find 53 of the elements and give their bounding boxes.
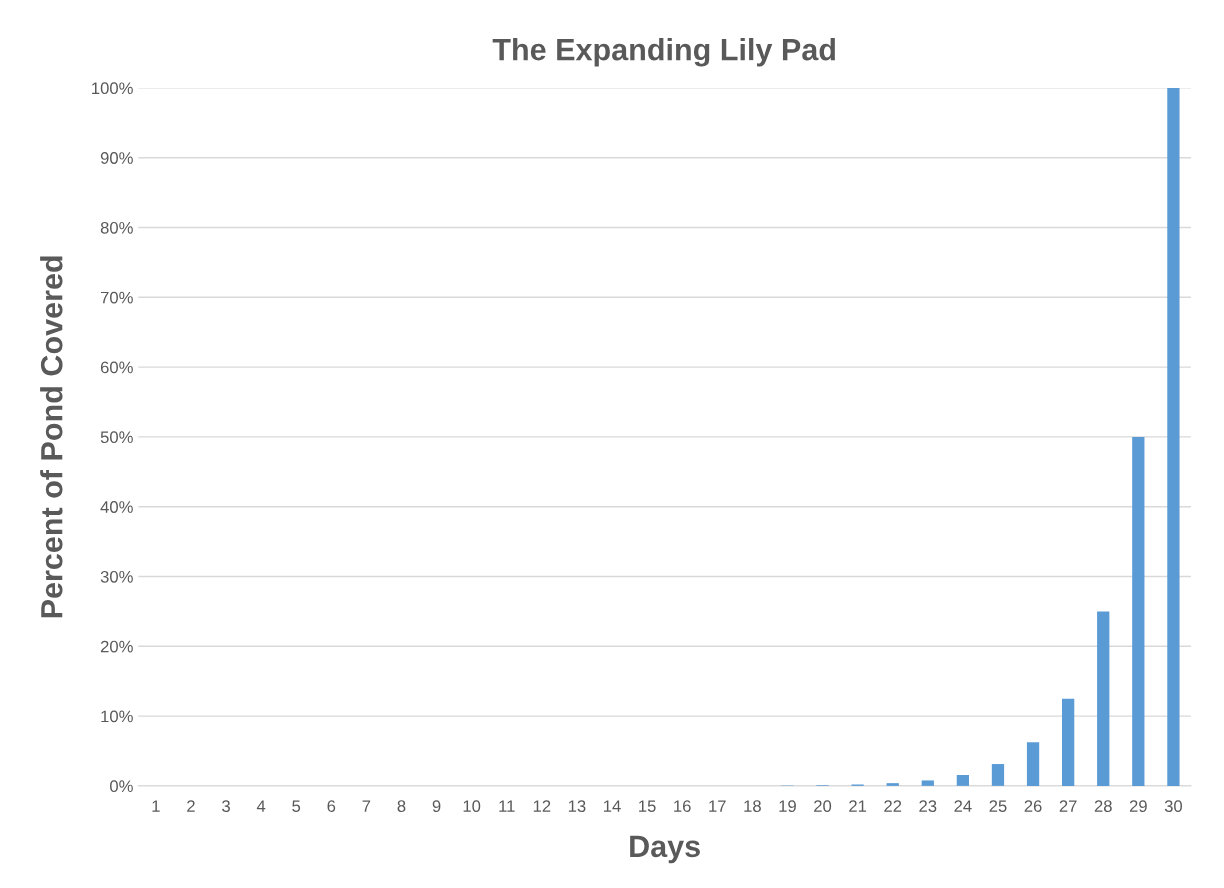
bar <box>956 774 970 786</box>
x-tick-label: 6 <box>327 800 336 813</box>
x-axis-title: Days <box>630 835 700 864</box>
x-tick-label: 5 <box>292 800 301 813</box>
bar <box>1062 698 1075 786</box>
bar <box>1026 742 1040 786</box>
y-tick-label: 10% <box>101 710 133 723</box>
x-tick-label: 27 <box>1059 800 1077 812</box>
x-tick-label: 8 <box>397 800 406 813</box>
bar <box>991 764 1005 786</box>
x-tick-label: 24 <box>954 800 972 812</box>
x-tick-label: 9 <box>432 800 441 813</box>
x-tick-label: 4 <box>256 800 266 812</box>
bar <box>1132 436 1145 786</box>
x-tick-label: 16 <box>674 800 691 813</box>
y-tick-label: 80% <box>100 221 133 234</box>
x-tick-label: 19 <box>779 800 796 813</box>
x-tick-label: 22 <box>884 800 902 812</box>
x-tick-label: 14 <box>604 800 621 812</box>
y-tick-label: 50% <box>100 431 133 444</box>
x-tick-label: 11 <box>499 800 515 812</box>
chart-title: The Expanding Lily Pad <box>492 37 835 67</box>
x-tick-label: 7 <box>362 800 371 812</box>
x-tick-label: 15 <box>639 800 656 813</box>
x-tick-label: 3 <box>222 800 230 813</box>
x-tick-label: 26 <box>1024 800 1042 813</box>
x-tick-label: 21 <box>849 800 867 812</box>
x-tick-label: 29 <box>1129 800 1147 813</box>
x-tick-label: 1 <box>152 800 160 812</box>
x-tick-label: 28 <box>1094 800 1112 813</box>
y-axis-title: Percent of Pond Covered <box>40 256 63 618</box>
x-tick-label: 2 <box>187 800 195 812</box>
x-tick-label: 12 <box>533 800 551 812</box>
x-tick-label: 18 <box>744 800 761 813</box>
bar <box>1097 611 1110 786</box>
bar <box>921 780 934 786</box>
y-tick-label: 90% <box>100 152 133 164</box>
x-tick-label: 13 <box>568 800 586 813</box>
bar <box>886 783 899 786</box>
x-tick-label: 20 <box>814 800 832 813</box>
y-tick-label: 100% <box>92 82 133 95</box>
y-tick-label: 40% <box>100 501 133 513</box>
x-tick-label: 23 <box>919 800 937 813</box>
y-tick-label: 20% <box>100 640 133 653</box>
x-tick-label: 25 <box>989 800 1007 813</box>
bar <box>1167 87 1180 786</box>
y-tick-label: 30% <box>100 570 133 583</box>
y-tick-label: 60% <box>100 361 133 374</box>
x-tick-label: 30 <box>1164 800 1183 813</box>
x-tick-label: 10 <box>463 800 481 813</box>
y-tick-label: 70% <box>100 291 133 304</box>
x-tick-label: 17 <box>709 800 726 812</box>
y-tick-label: 0% <box>110 780 133 793</box>
